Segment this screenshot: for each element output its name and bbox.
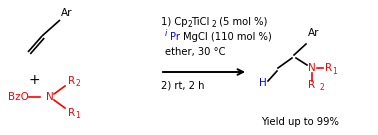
Text: +: + (28, 73, 40, 87)
Text: TiCl: TiCl (191, 17, 209, 27)
Text: 1: 1 (332, 67, 337, 75)
Text: 2: 2 (212, 20, 217, 29)
Text: 1) Cp: 1) Cp (161, 17, 187, 27)
Text: (5 mol %): (5 mol %) (216, 17, 267, 27)
Text: i: i (165, 29, 167, 38)
Text: Pr: Pr (170, 32, 180, 42)
Text: 1: 1 (76, 112, 80, 121)
Text: 2: 2 (187, 20, 192, 29)
Text: MgCl (110 mol %): MgCl (110 mol %) (183, 32, 272, 42)
Text: 2) rt, 2 h: 2) rt, 2 h (161, 81, 204, 91)
Text: H: H (259, 78, 267, 88)
Text: R: R (68, 108, 75, 118)
Text: 2: 2 (319, 84, 324, 92)
Text: Ar: Ar (61, 8, 73, 18)
Text: 2: 2 (76, 80, 80, 89)
Text: N: N (46, 92, 54, 102)
Text: ether, 30 °C: ether, 30 °C (165, 47, 226, 57)
Text: R: R (308, 80, 316, 90)
Text: BzO: BzO (8, 92, 29, 102)
Text: N: N (308, 63, 316, 73)
Text: Ar: Ar (308, 28, 319, 38)
Text: R: R (325, 63, 332, 73)
Text: Yield up to 99%: Yield up to 99% (261, 117, 339, 127)
Text: R: R (68, 76, 75, 86)
